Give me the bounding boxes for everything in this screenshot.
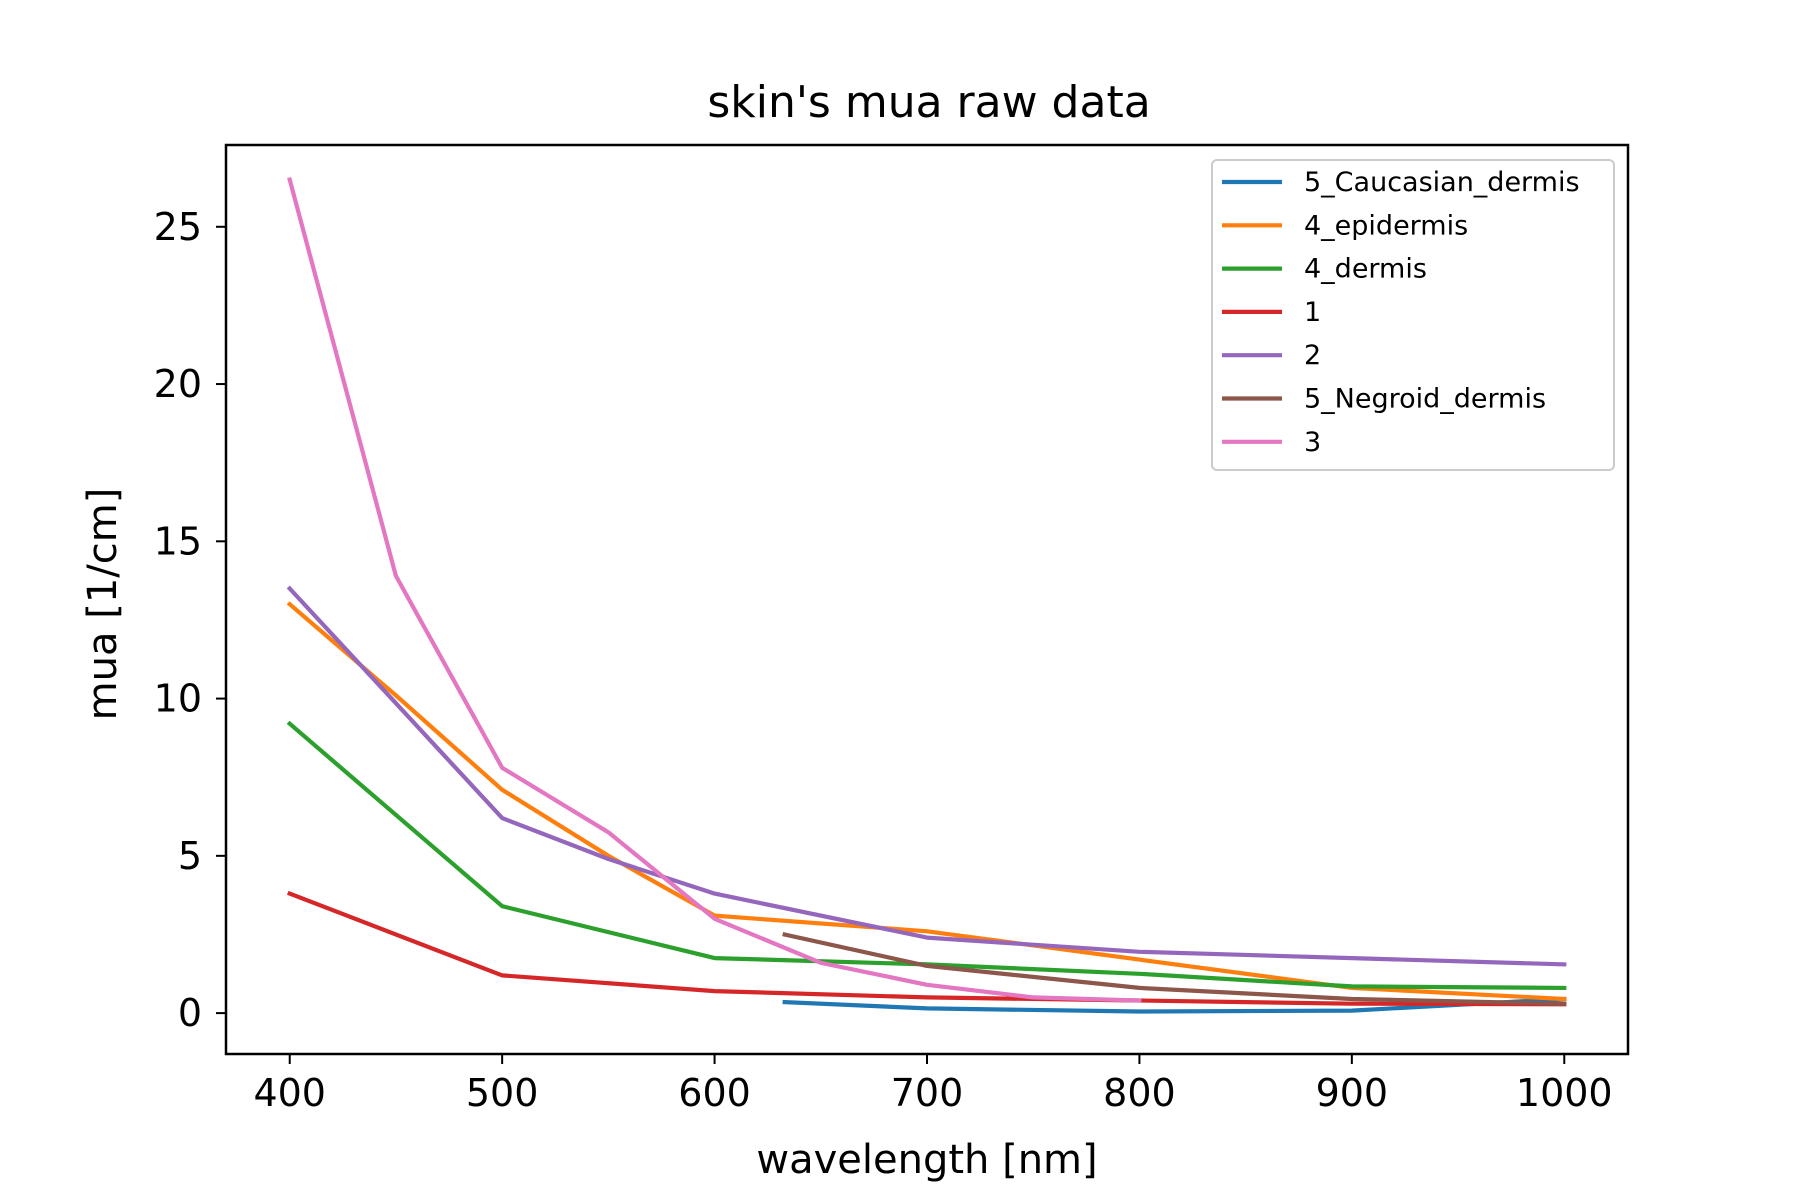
- y-tick-label: 10: [154, 677, 202, 721]
- x-tick-label: 500: [466, 1071, 539, 1115]
- series-line-4: [286, 585, 1567, 967]
- x-tick-label: 1000: [1516, 1071, 1613, 1115]
- x-tick-label: 800: [1103, 1071, 1176, 1115]
- x-tick-label: 600: [678, 1071, 751, 1115]
- y-tick-label: 5: [178, 834, 202, 878]
- x-tick-label: 700: [891, 1071, 964, 1115]
- series-line-3: [286, 890, 1567, 1007]
- x-axis-label: wavelength [nm]: [756, 1137, 1097, 1183]
- y-axis: 0 5 10 15 20 25: [154, 205, 226, 1035]
- axes-frame: [224, 143, 1630, 1056]
- legend-label-6: 3: [1304, 427, 1321, 458]
- y-axis-label: mua [1/cm]: [80, 488, 126, 721]
- y-tick-label: 25: [154, 205, 202, 249]
- plot-area: [286, 177, 1567, 1014]
- series-line-6: [287, 177, 1142, 1003]
- x-tick-label: 900: [1316, 1071, 1389, 1115]
- legend-label-0: 5_Caucasian_dermis: [1304, 167, 1580, 198]
- legend-label-5: 5_Negroid_dermis: [1304, 384, 1546, 415]
- y-tick-label: 15: [154, 519, 202, 563]
- series-line-1: [286, 601, 1567, 1002]
- y-tick-label: 20: [154, 362, 202, 406]
- series-line-0: [782, 996, 1567, 1014]
- chart-title: skin's mua raw data: [707, 77, 1150, 128]
- x-axis: 400 500 600 700 800 900 1000: [253, 1054, 1613, 1115]
- legend-label-4: 2: [1304, 340, 1321, 371]
- legend-box: [1211, 159, 1615, 471]
- series-line-2: [286, 720, 1567, 991]
- y-tick-label: 0: [178, 991, 202, 1035]
- legend-label-1: 4_epidermis: [1304, 210, 1468, 241]
- series-line-5: [782, 931, 1567, 1006]
- legend-label-2: 4_dermis: [1304, 254, 1427, 285]
- x-tick-label: 400: [253, 1071, 326, 1115]
- legend-label-3: 1: [1304, 297, 1321, 328]
- legend: 5_Caucasian_dermis 4_epidermis 4_dermis 1 2 5…: [1211, 159, 1615, 471]
